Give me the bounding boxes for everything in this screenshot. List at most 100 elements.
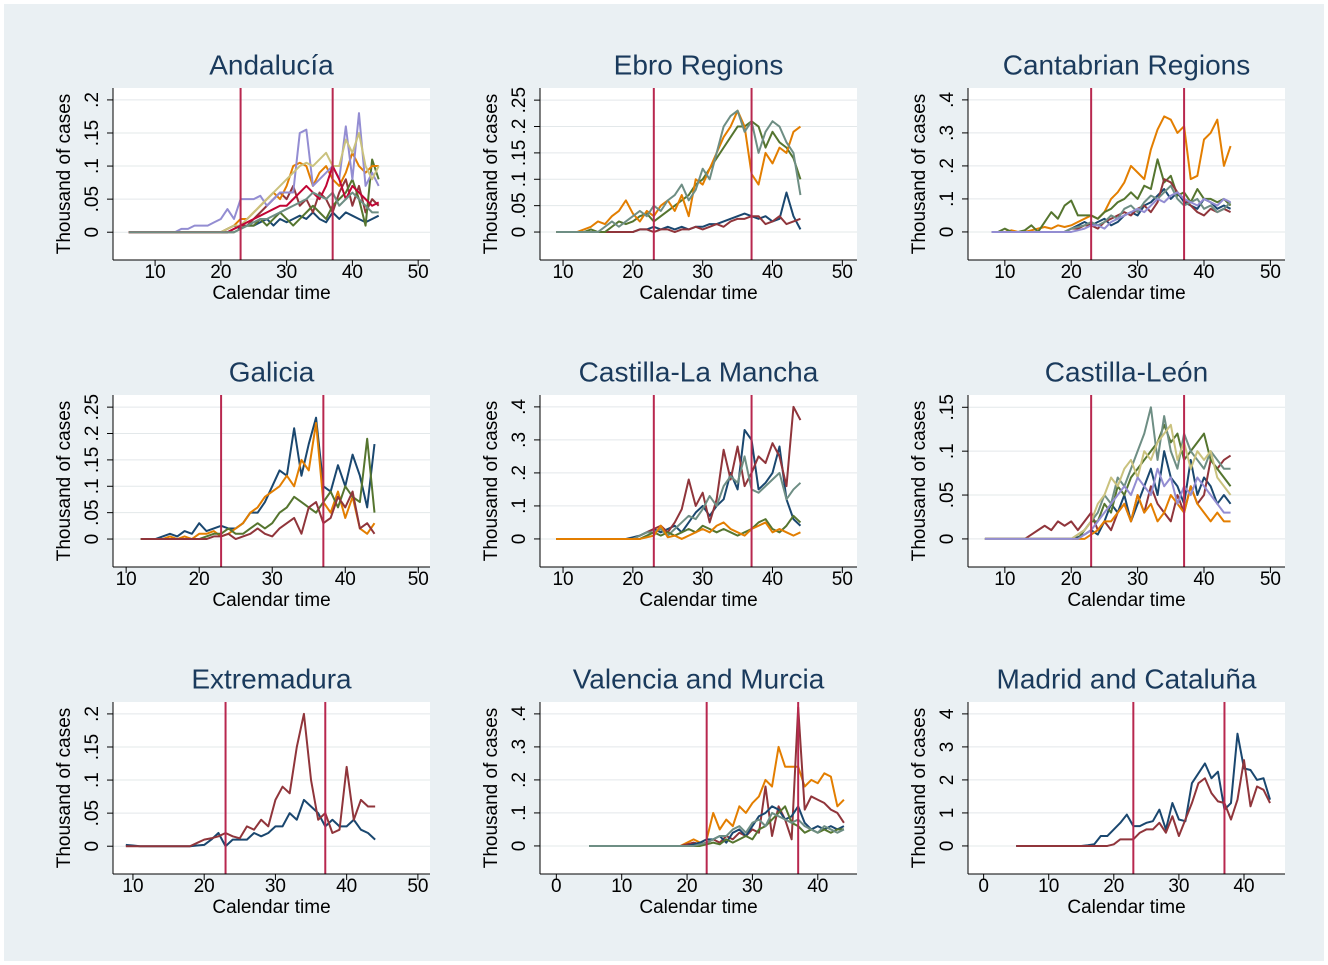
y-tick-label: .05 (82, 186, 103, 212)
series-line (991, 191, 1232, 233)
panel-title: Andalucía (209, 49, 334, 80)
x-tick-label: 20 (189, 569, 210, 590)
series-line (984, 467, 1231, 540)
y-tick-label: .2 (509, 119, 530, 135)
panel-title: Extremadura (191, 663, 352, 694)
x-tick-label: 30 (1127, 262, 1148, 283)
y-tick-label: .1 (937, 443, 958, 459)
y-axis-label: Thousand of cases (909, 708, 930, 869)
panel-title: Madrid and Cataluña (997, 663, 1257, 694)
x-tick-label: 20 (622, 262, 643, 283)
x-tick-label: 20 (194, 876, 215, 897)
x-tick-label: 30 (692, 569, 713, 590)
x-tick-label: 40 (807, 876, 828, 897)
x-tick-label: 20 (1103, 876, 1124, 897)
x-tick-label: 40 (342, 262, 363, 283)
y-tick-label: .15 (82, 447, 103, 473)
y-tick-label: .05 (82, 800, 103, 826)
x-tick-label: 30 (262, 569, 283, 590)
series-line (128, 191, 379, 234)
x-tick-label: 10 (994, 569, 1015, 590)
x-tick-label: 20 (210, 262, 231, 283)
y-axis-label: Thousand of cases (54, 708, 75, 869)
x-tick-label: 50 (408, 262, 429, 283)
y-tick-label: .2 (937, 158, 958, 174)
y-axis-label: Thousand of cases (909, 94, 930, 255)
panel-title: Castilla-La Mancha (579, 356, 819, 387)
x-tick-label: 50 (832, 569, 853, 590)
y-axis-label: Thousand of cases (481, 94, 502, 255)
x-tick-label: 10 (994, 262, 1015, 283)
x-tick-label: 20 (1061, 569, 1082, 590)
plot-area (540, 395, 857, 567)
y-tick-label: .4 (937, 92, 958, 108)
y-tick-label: .15 (509, 140, 530, 166)
x-tick-label: 40 (1193, 569, 1214, 590)
y-tick-label: 0 (509, 534, 530, 545)
series-line (991, 115, 1232, 233)
y-tick-label: 1 (937, 808, 958, 819)
plot-area (968, 88, 1285, 260)
x-tick-label: 50 (1260, 262, 1281, 283)
y-tick-label: .1 (509, 805, 530, 821)
x-tick-label: 40 (335, 569, 356, 590)
y-tick-label: 0 (937, 534, 958, 545)
y-tick-label: .2 (82, 706, 103, 722)
x-tick-label: 40 (1233, 876, 1254, 897)
y-tick-label: 0 (937, 227, 958, 238)
y-tick-label: 0 (509, 841, 530, 852)
x-axis-label: Calendar time (212, 590, 330, 611)
y-tick-label: .1 (82, 158, 103, 174)
x-axis-label: Calendar time (212, 897, 330, 918)
y-tick-label: .15 (82, 734, 103, 760)
series-line (125, 712, 376, 848)
x-axis-label: Calendar time (639, 283, 757, 304)
y-tick-label: .25 (509, 87, 530, 113)
y-tick-label: 0 (82, 227, 103, 238)
y-tick-label: .05 (937, 482, 958, 508)
y-tick-label: 0 (82, 841, 103, 852)
series-line (589, 811, 845, 847)
x-tick-label: 10 (116, 569, 137, 590)
plot-area (540, 702, 857, 874)
x-tick-label: 30 (692, 262, 713, 283)
x-tick-label: 40 (336, 876, 357, 897)
x-tick-label: 50 (832, 262, 853, 283)
series-line (556, 521, 801, 540)
x-tick-label: 40 (762, 569, 783, 590)
y-tick-label: 0 (509, 227, 530, 238)
plot-area (113, 702, 430, 874)
x-tick-label: 0 (978, 876, 989, 897)
y-tick-label: .1 (509, 171, 530, 187)
x-tick-label: 20 (1061, 262, 1082, 283)
x-tick-label: 20 (676, 876, 697, 897)
x-axis-label: Calendar time (212, 283, 330, 304)
y-axis-label: Thousand of cases (481, 708, 502, 869)
x-tick-label: 30 (276, 262, 297, 283)
x-tick-label: 50 (407, 876, 428, 897)
x-tick-label: 40 (1193, 262, 1214, 283)
panel-title: Galicia (229, 356, 315, 387)
y-tick-label: .1 (82, 772, 103, 788)
y-axis-label: Thousand of cases (54, 401, 75, 562)
y-tick-label: 2 (937, 775, 958, 786)
x-tick-label: 10 (1038, 876, 1059, 897)
y-tick-label: .2 (82, 92, 103, 108)
x-tick-label: 0 (551, 876, 562, 897)
y-tick-label: 0 (82, 534, 103, 545)
x-axis-label: Calendar time (1067, 897, 1185, 918)
x-tick-label: 10 (552, 262, 573, 283)
x-tick-label: 20 (622, 569, 643, 590)
plot-area (968, 702, 1285, 874)
y-tick-label: .2 (509, 465, 530, 481)
plot-area (540, 88, 857, 260)
x-axis-label: Calendar time (639, 590, 757, 611)
y-tick-label: 0 (937, 841, 958, 852)
y-tick-label: .05 (82, 499, 103, 525)
panel-title: Cantabrian Regions (1003, 49, 1251, 80)
x-tick-label: 10 (122, 876, 143, 897)
x-tick-label: 30 (742, 876, 763, 897)
y-tick-label: .15 (82, 120, 103, 146)
series-line (1016, 759, 1271, 847)
